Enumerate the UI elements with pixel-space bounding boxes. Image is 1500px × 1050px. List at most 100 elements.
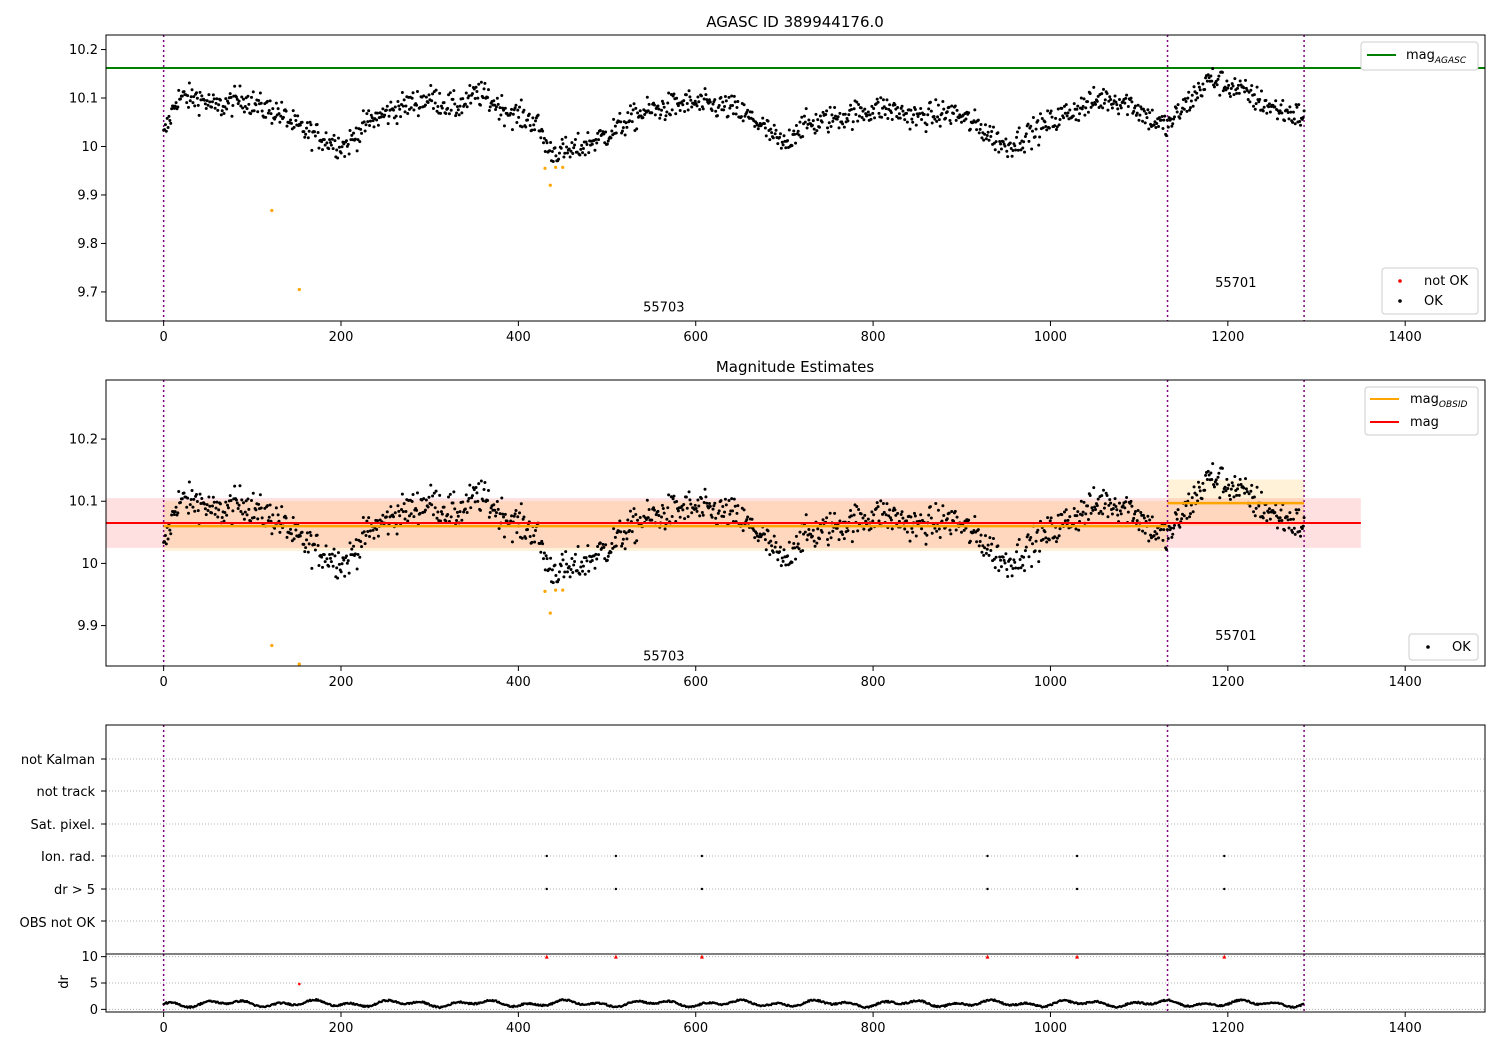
ok-point <box>246 94 250 98</box>
ok-point <box>207 495 211 499</box>
ok-point <box>1047 126 1051 130</box>
ok-point <box>483 81 487 85</box>
ok-point <box>163 533 167 537</box>
ok-point <box>1221 89 1225 93</box>
ok-point <box>494 514 498 518</box>
ok-point <box>427 495 431 499</box>
ok-point <box>580 143 584 147</box>
ok-point <box>787 128 791 132</box>
ok-point <box>551 159 555 163</box>
dr-point <box>1227 1003 1230 1006</box>
ok-point <box>223 511 227 515</box>
ok-point <box>1201 82 1205 86</box>
ok-point <box>1093 505 1097 509</box>
ok-point <box>1016 148 1020 152</box>
ok-point <box>609 550 613 554</box>
ok-point <box>753 536 757 540</box>
ok-point <box>1286 518 1290 522</box>
ok-point <box>1274 99 1278 103</box>
ok-point <box>1205 477 1209 481</box>
ok-point <box>252 515 256 519</box>
ok-point <box>454 114 458 118</box>
ok-point <box>837 538 841 542</box>
ok-point <box>439 519 443 523</box>
ok-point <box>436 510 440 514</box>
ok-point <box>693 99 697 103</box>
ok-point <box>1247 90 1251 94</box>
ok-point <box>1232 93 1236 97</box>
ok-point <box>954 118 958 122</box>
ok-point <box>526 118 530 122</box>
ok-point <box>447 112 451 116</box>
ok-point <box>1277 519 1281 523</box>
ok-point <box>954 528 958 532</box>
ok-point <box>1243 90 1247 94</box>
ok-point <box>804 513 808 517</box>
ok-point <box>645 498 649 502</box>
ok-point <box>352 544 356 548</box>
ok-point <box>180 94 184 98</box>
ok-point <box>530 540 534 544</box>
ok-point <box>246 497 250 501</box>
ok-point <box>298 123 302 127</box>
ok-point <box>166 537 170 541</box>
ok-point <box>657 514 661 518</box>
ok-point <box>1237 91 1241 95</box>
ok-point <box>714 109 718 113</box>
flag-point <box>700 854 704 858</box>
ok-point <box>1117 112 1121 116</box>
ok-point <box>399 115 403 119</box>
ok-point <box>604 130 608 134</box>
ok-point <box>1302 516 1306 520</box>
ok-point <box>678 109 682 113</box>
ok-point <box>356 138 360 142</box>
ok-point <box>1235 91 1239 95</box>
ok-point <box>796 542 800 546</box>
ok-point <box>210 511 214 515</box>
ok-point <box>993 148 997 152</box>
ok-point <box>488 105 492 109</box>
ok-point <box>625 125 629 129</box>
ok-point <box>385 104 389 108</box>
ok-point <box>721 505 725 509</box>
ok-point <box>1089 511 1093 515</box>
ok-point <box>1280 519 1284 523</box>
ok-point <box>477 482 481 486</box>
ok-point <box>647 507 651 511</box>
ok-point <box>1210 478 1214 482</box>
ok-point <box>516 515 520 519</box>
ok-point <box>1141 513 1145 517</box>
ok-point <box>576 131 580 135</box>
ok-point <box>825 516 829 520</box>
ok-point <box>1101 106 1105 110</box>
ok-point <box>415 491 419 495</box>
ok-point <box>289 118 293 122</box>
ok-point <box>251 90 255 94</box>
ok-point <box>231 104 235 108</box>
ok-point <box>875 97 879 101</box>
ok-point <box>202 98 206 102</box>
ok-point <box>205 503 209 507</box>
ok-point <box>812 127 816 131</box>
y-tick-label: 9.8 <box>77 237 98 252</box>
ok-point <box>195 96 199 100</box>
legend-label-mag-obsid: magOBSID <box>1410 392 1468 410</box>
ok-point <box>685 101 689 105</box>
ok-point <box>403 110 407 114</box>
ok-point <box>302 542 306 546</box>
ok-point <box>475 90 479 94</box>
ok-point <box>260 516 264 520</box>
ok-point <box>1217 74 1221 78</box>
ok-point <box>815 541 819 545</box>
ok-point <box>881 501 885 505</box>
ok-point <box>663 527 667 531</box>
ok-point <box>805 538 809 542</box>
ok-point <box>976 528 980 532</box>
ok-point <box>705 501 709 505</box>
flag-point <box>545 887 548 891</box>
ok-point <box>1114 505 1118 509</box>
ok-point <box>1205 79 1209 83</box>
ok-point <box>333 554 337 558</box>
ok-point <box>998 139 1002 143</box>
ok-point <box>1003 561 1007 565</box>
